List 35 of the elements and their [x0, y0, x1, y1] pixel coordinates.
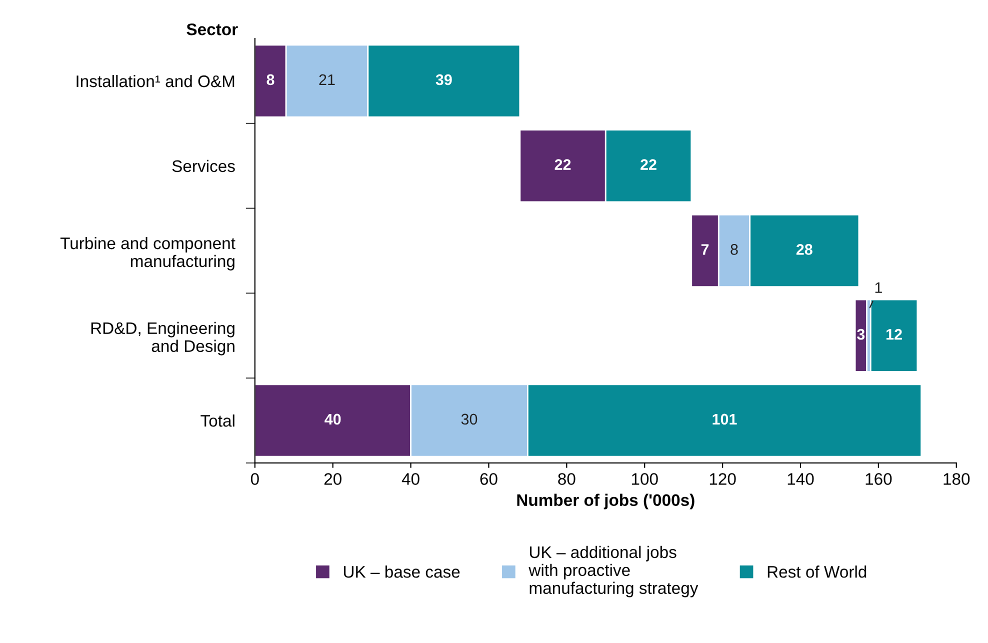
data-label: 8 [266, 74, 274, 86]
x-tick-label: 120 [710, 473, 736, 485]
data-label: 12 [886, 328, 902, 340]
y-tick-label: Total [200, 414, 234, 427]
data-label: 39 [436, 74, 452, 86]
y-tick-label: Turbine and component manufacturing [60, 236, 236, 270]
data-label: 22 [640, 159, 656, 170]
x-axis-title: Number of jobs ('000s) [517, 494, 694, 510]
bar [870, 298, 918, 372]
data-label: 21 [319, 74, 335, 85]
x-tick-label: 140 [788, 473, 814, 485]
x-tick-label: 160 [866, 473, 892, 485]
legend-label: UK – additional jobs with proactive manufacturing strategy [528, 546, 698, 598]
legend-label: UK – base case [344, 566, 460, 578]
legend-label: Rest of World [768, 566, 866, 578]
x-tick-label: 80 [558, 473, 576, 485]
data-label: 8 [730, 244, 738, 255]
x-tick-label: 20 [324, 473, 342, 485]
x-tick-label: 180 [944, 473, 970, 485]
x-tick-label: 40 [402, 473, 420, 485]
data-label: 30 [461, 414, 478, 425]
x-tick-label: 0 [250, 473, 259, 485]
y-tick-label: RD&D, Engineering and Design [91, 322, 234, 356]
x-tick-label: 60 [480, 473, 498, 485]
data-label: 28 [796, 244, 812, 255]
data-label: 3 [857, 328, 865, 340]
y-axis-title: Sector [186, 23, 238, 36]
data-label: 22 [554, 159, 571, 170]
y-tick-label: Services [172, 160, 235, 172]
x-tick-label: 100 [632, 473, 658, 485]
data-label: 7 [701, 244, 709, 255]
data-label: 101 [712, 414, 737, 425]
y-tick-label: Installation¹ and O&M [76, 74, 234, 88]
data-label: 40 [324, 414, 341, 425]
data-label: 1 [875, 282, 882, 293]
